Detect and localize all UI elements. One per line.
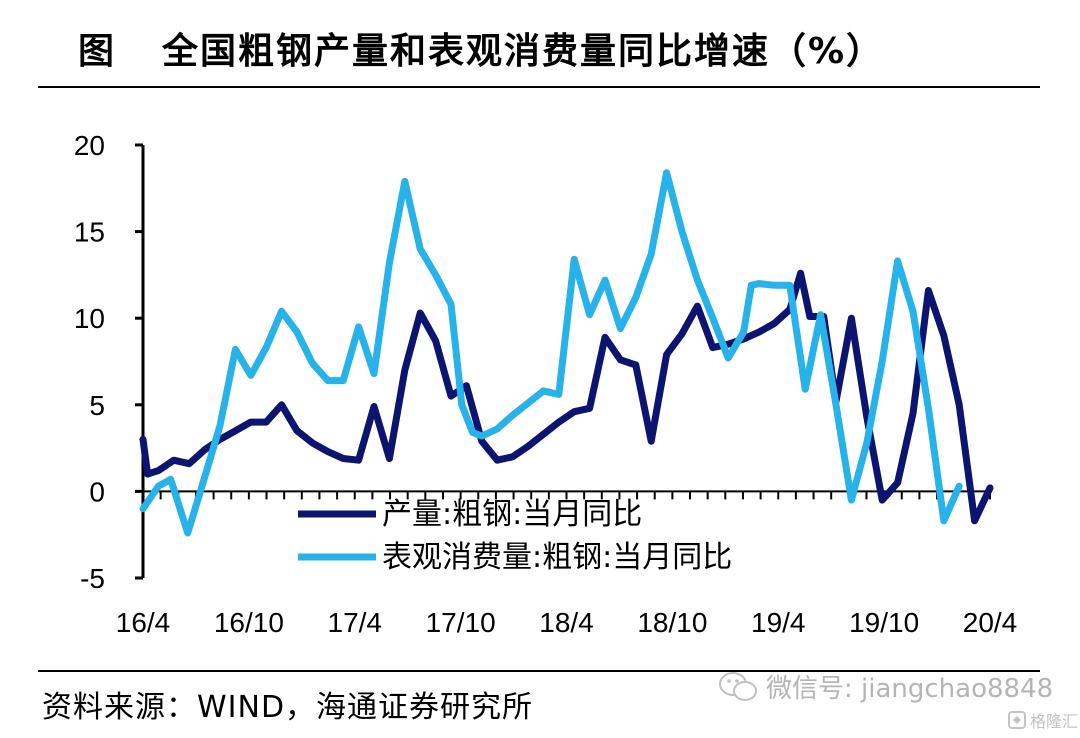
top-divider xyxy=(38,86,1040,88)
legend-label: 产量:粗钢:当月同比 xyxy=(382,497,642,532)
x-tick-label: 16/10 xyxy=(214,607,284,638)
data-source: 资料来源：WIND，海通证券研究所 xyxy=(42,690,534,725)
bottom-divider xyxy=(38,670,1040,672)
legend-label: 表观消费量:粗钢:当月同比 xyxy=(382,540,732,575)
title-text: 全国粗钢产量和表观消费量同比增速（%） xyxy=(162,31,885,72)
y-tick-label: -5 xyxy=(80,563,105,594)
y-tick-label: 10 xyxy=(74,303,105,334)
x-tick-label: 19/4 xyxy=(751,607,806,638)
line-chart: 20 15 10 5 0 -5 16/4 16/10 17/4 17/10 18/4 18/10 19… xyxy=(74,130,1018,638)
consumption-series-line xyxy=(139,169,963,537)
x-tick-label: 18/4 xyxy=(539,607,594,638)
y-tick-label: 0 xyxy=(89,476,105,507)
x-tick-label: 17/4 xyxy=(328,607,383,638)
x-tick-label: 19/10 xyxy=(849,607,919,638)
x-tick-label: 20/4 xyxy=(963,607,1018,638)
brand-text: 格隆汇 xyxy=(1030,712,1079,731)
wechat-watermark: 微信号: jiangchao8848 xyxy=(718,668,1053,705)
x-axis: 16/4 16/10 17/4 17/10 18/4 18/10 19/4 19/10 20/4 xyxy=(116,490,1018,638)
watermark-text: 微信号: jiangchao8848 xyxy=(766,674,1054,704)
chart-title: 图 全国粗钢产量和表观消费量同比增速（%） xyxy=(78,18,884,78)
brand-logo-icon xyxy=(1008,711,1026,729)
x-tick-label: 17/10 xyxy=(426,607,496,638)
y-axis: 20 15 10 5 0 -5 xyxy=(74,130,145,594)
x-tick-label: 16/4 xyxy=(116,607,171,638)
figure-label: 图 xyxy=(78,31,117,72)
y-tick-label: 5 xyxy=(89,390,105,421)
series-layer xyxy=(139,169,994,537)
y-tick-label: 15 xyxy=(74,217,105,248)
brand-mark: 格隆汇 xyxy=(1008,708,1078,732)
x-tick-label: 18/10 xyxy=(637,607,707,638)
production-series-line xyxy=(139,269,994,525)
wechat-icon xyxy=(719,671,757,701)
y-tick-label: 20 xyxy=(74,130,105,161)
